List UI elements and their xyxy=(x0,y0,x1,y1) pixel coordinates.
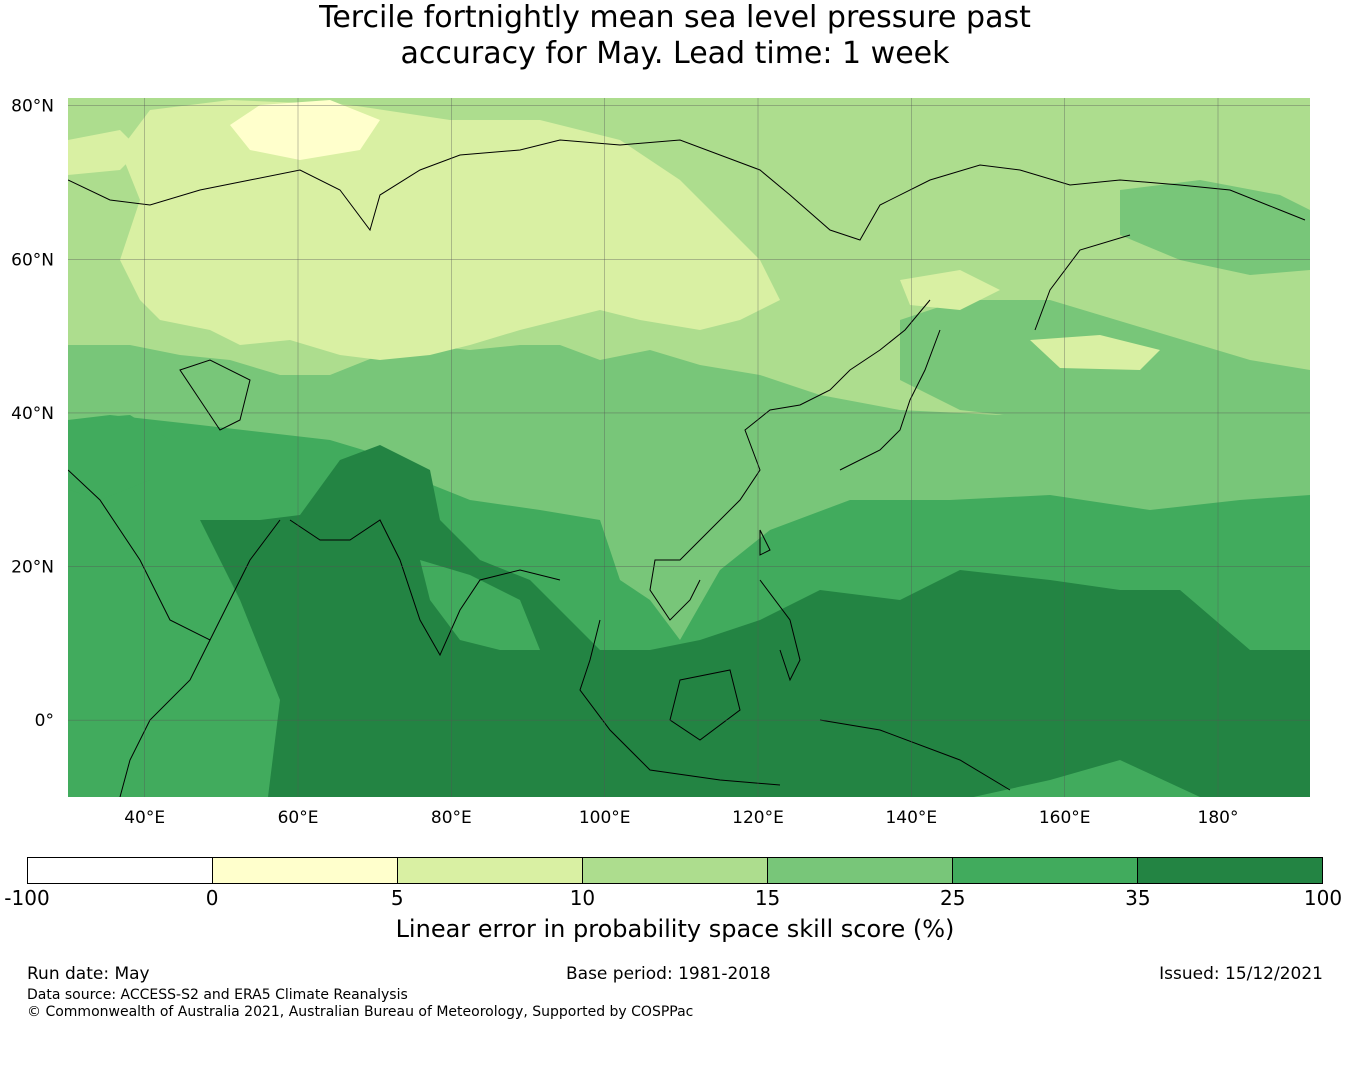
map-area xyxy=(68,98,1310,797)
colorbar-tick-label: 35 xyxy=(1125,886,1151,910)
longitude-tick-label: 120°E xyxy=(732,808,784,828)
title-line-2: accuracy for May. Lead time: 1 week xyxy=(400,36,950,71)
skill-zone-5-10 xyxy=(120,100,780,360)
colorbar-tick-label: 0 xyxy=(205,886,219,910)
skill-zone-5-10-pacific xyxy=(1030,335,1160,370)
colorbar-segment xyxy=(953,858,1138,883)
colorbar-segment xyxy=(213,858,398,883)
latitude-tick-label: 80°N xyxy=(11,97,54,117)
data-source: Data source: ACCESS-S2 and ERA5 Climate … xyxy=(27,987,408,1003)
colorbar-segment xyxy=(583,858,768,883)
colorbar-tick-label: 10 xyxy=(569,886,596,910)
latitude-tick-label: 0° xyxy=(35,711,54,731)
coastlines xyxy=(68,139,1306,797)
skill-zone-15-25-kamchatka xyxy=(1120,180,1310,275)
longitude-tick-label: 40°E xyxy=(124,808,165,828)
colorbar-label: Linear error in probability space skill … xyxy=(395,915,955,943)
longitude-labels: 40°E 60°E 80°E 100°E 120°E 140°E 160°E 180° xyxy=(124,808,1238,828)
colorbar-tick-label: 15 xyxy=(754,886,781,910)
colorbar-segment xyxy=(398,858,583,883)
longitude-tick-label: 60°E xyxy=(278,808,319,828)
skill-zone-25-35-west xyxy=(70,415,170,500)
longitude-tick-label: 160°E xyxy=(1039,808,1091,828)
colorbar-tick-label: -100 xyxy=(4,886,50,910)
skill-zone-25-35-india xyxy=(420,560,540,650)
skill-zone-5-10-east xyxy=(900,270,1000,310)
skill-zone-0-5 xyxy=(230,100,380,160)
latitude-labels: 80°N 60°N 40°N 20°N 0° xyxy=(11,97,54,732)
graticule xyxy=(68,98,1310,797)
colorbar-segment xyxy=(28,858,213,883)
longitude-tick-label: 140°E xyxy=(885,808,937,828)
base-period: Base period: 1981-2018 xyxy=(566,964,771,984)
run-date: Run date: May xyxy=(27,964,150,984)
colorbar-tick-label: 100 xyxy=(1303,886,1343,910)
skill-zone-5-10-west xyxy=(68,130,140,175)
skill-score-map: 80°N 60°N 40°N 20°N 0° 40°E 60°E 80°E 100°E 120°… xyxy=(11,97,1310,828)
longitude-tick-label: 80°E xyxy=(431,808,472,828)
latitude-tick-label: 20°N xyxy=(11,558,54,578)
colorbar-tick-label: 25 xyxy=(939,886,966,910)
colorbar-segment xyxy=(1138,858,1322,883)
title-line-1: Tercile fortnightly mean sea level press… xyxy=(319,0,1031,35)
skill-zone-35-100 xyxy=(200,445,1310,797)
latitude-tick-label: 60°N xyxy=(11,250,54,270)
chart-title: Tercile fortnightly mean sea level press… xyxy=(0,0,1350,72)
longitude-tick-label: 100°E xyxy=(579,808,631,828)
colorbar-tick-label: 5 xyxy=(390,886,404,910)
longitude-tick-label: 180° xyxy=(1198,808,1239,828)
latitude-tick-label: 40°N xyxy=(11,404,54,424)
issued-date: Issued: 15/12/2021 xyxy=(1159,964,1323,984)
colorbar-segment xyxy=(768,858,953,883)
colorbar xyxy=(27,857,1323,884)
copyright: © Commonwealth of Australia 2021, Austra… xyxy=(27,1004,694,1020)
